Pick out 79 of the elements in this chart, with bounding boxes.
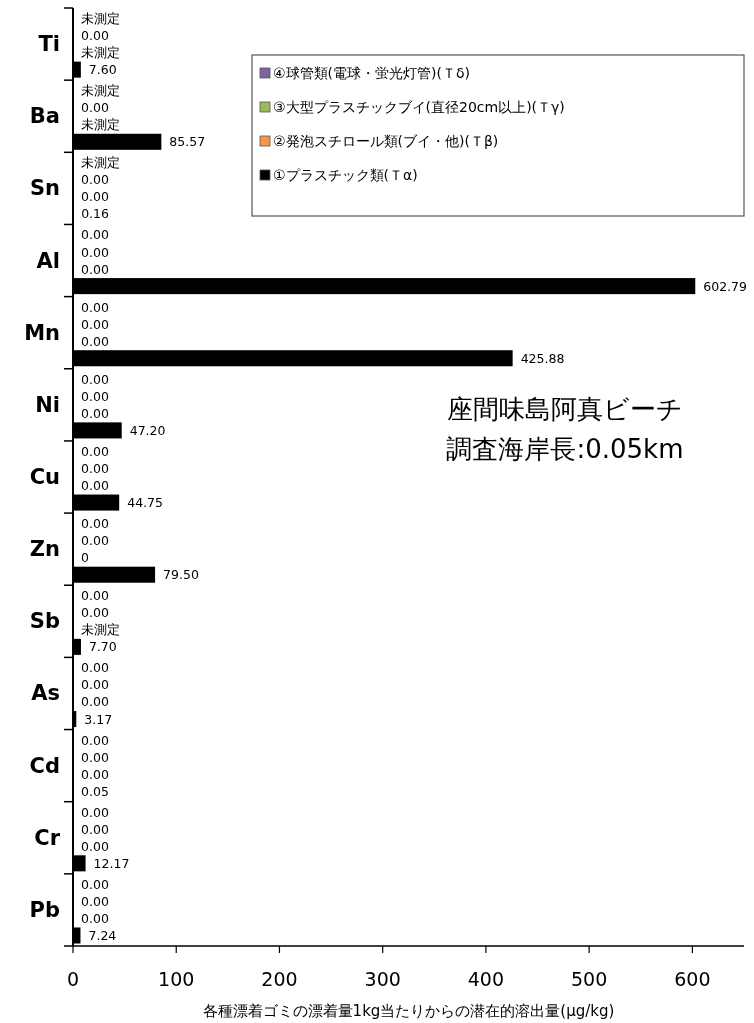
data-label: 0.00 (81, 261, 109, 277)
data-label: 0.00 (81, 893, 109, 909)
data-label: 0.00 (81, 460, 109, 476)
y-tick-label: Mn (24, 320, 60, 345)
data-label: 0.00 (81, 299, 109, 315)
y-tick-label: Sb (29, 609, 60, 634)
data-label: 0.00 (81, 533, 109, 549)
data-label: 0.00 (81, 804, 109, 820)
y-tick-label: Cu (29, 465, 60, 489)
x-tick-label: 500 (571, 968, 608, 990)
data-label: 0.00 (81, 388, 109, 404)
data-label: 0.00 (81, 244, 109, 260)
text: 未測定 (81, 83, 120, 99)
data-label: 0.00 (81, 694, 109, 710)
data-label: 0.00 (81, 371, 109, 387)
data-label: 0.00 (81, 838, 109, 854)
y-tick-label: Ba (29, 104, 60, 129)
y-tick-label: Sn (29, 176, 60, 201)
text: 未測定 (81, 117, 120, 133)
data-label: 425.88 (520, 350, 565, 366)
data-label: 0.00 (81, 443, 109, 459)
y-tick-label: Ti (38, 32, 60, 57)
data-label: 0.00 (81, 100, 109, 116)
data-label: 7.24 (88, 927, 117, 943)
data-label: 0.00 (81, 189, 109, 205)
data-label: 0.00 (81, 677, 109, 693)
data-label: 0.05 (81, 783, 109, 799)
data-label: 7.70 (88, 639, 117, 655)
text: 未測定 (81, 45, 120, 61)
data-label: 0.00 (81, 516, 109, 532)
data-label: 0.00 (81, 172, 109, 188)
legend-label: ④球管類(電球・蛍光灯管)(Ｔδ) (273, 65, 470, 81)
data-label: 602.79 (703, 278, 748, 294)
y-tick-label: Cd (29, 753, 60, 778)
data-label: 0.00 (81, 749, 109, 765)
data-label: 3.17 (84, 711, 113, 727)
data-label: 0.00 (81, 821, 109, 837)
y-tick-label: Zn (29, 537, 60, 562)
data-label: 0.00 (81, 316, 109, 332)
data-label: 0.00 (81, 405, 109, 421)
data-label: 0.00 (81, 910, 109, 926)
y-tick-label: Pb (29, 897, 60, 922)
data-label: 0.00 (81, 588, 109, 604)
data-label: 79.50 (163, 567, 199, 583)
x-tick-label: 0 (66, 968, 80, 990)
text: 未測定 (81, 622, 120, 638)
x-tick-label: 200 (261, 968, 298, 990)
data-label: 0 (81, 550, 89, 566)
x-tick-label: 600 (674, 968, 711, 990)
data-label: 0.00 (81, 605, 109, 621)
y-tick-label: Al (36, 248, 60, 273)
data-label: 12.17 (93, 855, 130, 871)
legend-label: ②発泡スチロール類(ブイ・他)(Ｔβ) (273, 133, 499, 149)
data-label: 85.57 (169, 134, 206, 150)
data-label: 0.00 (81, 660, 109, 676)
y-tick-label: Cr (34, 825, 61, 850)
x-tick-label: 300 (364, 968, 401, 990)
data-label: 0.00 (81, 333, 109, 349)
legend-label: ③大型プラスチックブイ(直径20cm以上)(Ｔγ) (273, 99, 565, 115)
data-label: 0.00 (81, 227, 109, 243)
data-label: 0.00 (81, 766, 109, 782)
text: 未測定 (81, 155, 120, 171)
text: 未測定 (81, 11, 120, 27)
data-label: 0.00 (81, 478, 109, 494)
data-label: 0.00 (81, 876, 109, 892)
data-label: 0.00 (81, 28, 109, 44)
x-tick-label: 400 (467, 968, 505, 990)
y-tick-label: Ni (35, 392, 60, 417)
y-tick-label: As (31, 681, 60, 706)
annotation: 座間味島阿真ビーチ (447, 394, 683, 424)
annotation: 調査海岸長:0.05km (446, 434, 684, 464)
x-tick-label: 100 (158, 968, 195, 990)
data-label: 47.20 (129, 422, 166, 438)
data-label: 0.00 (81, 732, 109, 748)
x-axis-title: 各種漂着ゴミの漂着量1kg当たりからの潜在的溶出量(μg/kg) (202, 1002, 615, 1020)
data-label: 7.60 (88, 62, 117, 78)
data-label: 0.16 (81, 206, 110, 222)
legend-label: ①プラスチック類(Ｔα) (273, 167, 418, 183)
data-label: 44.75 (127, 495, 163, 511)
